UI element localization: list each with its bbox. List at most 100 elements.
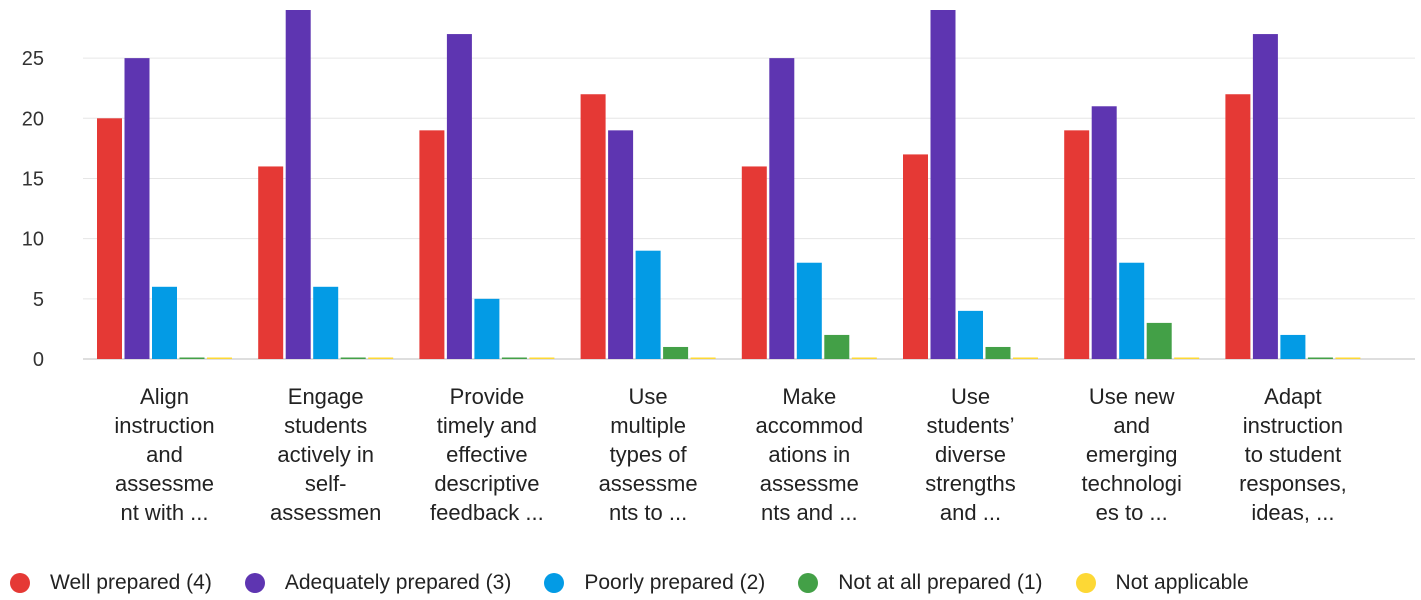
x-category-label-line: Use — [951, 384, 990, 409]
x-category-label-line: and ... — [940, 500, 1001, 525]
bar — [796, 262, 822, 359]
y-tick-label: 0 — [33, 349, 44, 371]
bar — [207, 357, 232, 359]
bar — [419, 130, 445, 359]
legend-label: Well prepared (4) — [50, 571, 212, 594]
bars — [97, 10, 1361, 359]
bar — [1225, 94, 1251, 359]
legend-color-dot — [10, 573, 30, 593]
bar — [97, 118, 122, 359]
x-category-label-line: Adapt — [1264, 384, 1322, 409]
bar — [529, 357, 555, 359]
bar — [313, 286, 339, 359]
bar — [1013, 357, 1038, 359]
x-category-label: Make accommod ations in assessme nts and ... — [756, 384, 864, 525]
y-tick-label: 25 — [22, 48, 44, 70]
bar — [663, 346, 689, 359]
bar — [446, 34, 472, 359]
x-category-label-line: Align — [140, 384, 189, 409]
x-category-label-line: Make — [782, 384, 836, 409]
bar — [340, 357, 366, 359]
x-category-label-line: ideas, ... — [1251, 500, 1334, 525]
legend: Well prepared (4) Adequately prepared (3)… — [10, 568, 1282, 598]
legend-label: Not at all prepared (1) — [838, 571, 1043, 594]
legend-item: Not applicable — [1075, 571, 1249, 595]
bar — [501, 357, 527, 359]
bar — [368, 357, 394, 359]
legend-color-dot — [544, 573, 565, 593]
bar — [985, 346, 1011, 359]
bar — [1064, 130, 1090, 359]
bar — [1174, 357, 1200, 359]
bar — [824, 334, 850, 359]
x-category-label-line: feedback ... — [430, 500, 544, 525]
x-category-label-line: diverse — [935, 442, 1006, 467]
x-category-label-line: types of — [610, 442, 688, 467]
x-category-label: Use new and emerging technologi es to ... — [1082, 384, 1182, 525]
x-category-label: Use students’ diverse strengths and ... — [925, 384, 1016, 525]
y-tick-label: 15 — [22, 168, 44, 190]
legend-item: Not at all prepared (1) — [798, 571, 1043, 595]
x-category-label-line: assessme — [115, 471, 214, 496]
x-category-label-line: instruction — [1243, 413, 1343, 438]
legend-label: Poorly prepared (2) — [584, 571, 766, 594]
x-category-label-line: and — [146, 442, 183, 467]
bar — [152, 286, 177, 359]
x-category-label-line: Engage — [288, 384, 364, 409]
legend-label: Not applicable — [1115, 571, 1249, 594]
bar — [124, 58, 150, 359]
x-category-label-line: nt with ... — [120, 500, 208, 525]
legend-color-dot — [798, 573, 819, 593]
legend-color-dot — [244, 573, 265, 593]
x-category-label-line: self- — [305, 471, 347, 496]
x-category-label-line: and — [1113, 413, 1150, 438]
legend-color-dot — [1075, 573, 1096, 593]
bar — [1091, 106, 1117, 359]
x-category-label: Align instruction and assessme nt with ... — [114, 384, 214, 525]
x-category-label-line: instruction — [114, 413, 214, 438]
x-category-label-line: nts and ... — [761, 500, 858, 525]
x-category-label-line: Use new — [1089, 384, 1175, 409]
bar — [635, 250, 661, 359]
x-category-label-line: actively in — [277, 442, 374, 467]
x-category-label-line: ations in — [768, 442, 850, 467]
x-category-label-line: accommod — [756, 413, 864, 438]
x-category-label-line: responses, — [1239, 471, 1347, 496]
x-category-label-line: Use — [629, 384, 668, 409]
x-category-label: Provide timely and effective descriptive fee… — [430, 384, 544, 525]
x-category-label-line: es to ... — [1096, 500, 1168, 525]
bar — [1146, 322, 1172, 359]
bar — [1252, 34, 1278, 359]
x-category-label-line: strengths — [925, 471, 1016, 496]
bar — [285, 10, 311, 359]
x-category-label: Use multiple types of assessme nts to ... — [599, 384, 698, 525]
x-category-label-line: assessmen — [270, 500, 381, 525]
bar — [608, 130, 634, 359]
x-category-label-line: nts to ... — [609, 500, 687, 525]
bar — [690, 357, 716, 359]
x-category-label-line: technologi — [1082, 471, 1182, 496]
x-category-label-line: students — [284, 413, 367, 438]
x-category-label-line: multiple — [610, 413, 686, 438]
bar — [851, 357, 877, 359]
bar — [580, 94, 606, 359]
bar — [258, 166, 284, 359]
y-tick-label: 5 — [33, 289, 44, 311]
x-category-label-line: assessme — [760, 471, 859, 496]
bar — [1280, 334, 1306, 359]
bar — [1119, 262, 1145, 359]
legend-item: Poorly prepared (2) — [544, 571, 765, 595]
bar — [769, 58, 795, 359]
x-category-label-line: descriptive — [434, 471, 539, 496]
y-tick-label: 10 — [22, 229, 44, 251]
legend-item: Adequately prepared (3) — [244, 571, 511, 595]
x-category-label-line: effective — [446, 442, 528, 467]
x-category-label: Engage students actively in self-assessmen — [270, 384, 381, 525]
x-category-label-line: to student — [1245, 442, 1342, 467]
bar — [474, 298, 500, 359]
x-category-label-line: students’ — [926, 413, 1014, 438]
x-category-label-line: timely and — [437, 413, 537, 438]
bar — [958, 310, 983, 359]
bar — [930, 10, 956, 359]
